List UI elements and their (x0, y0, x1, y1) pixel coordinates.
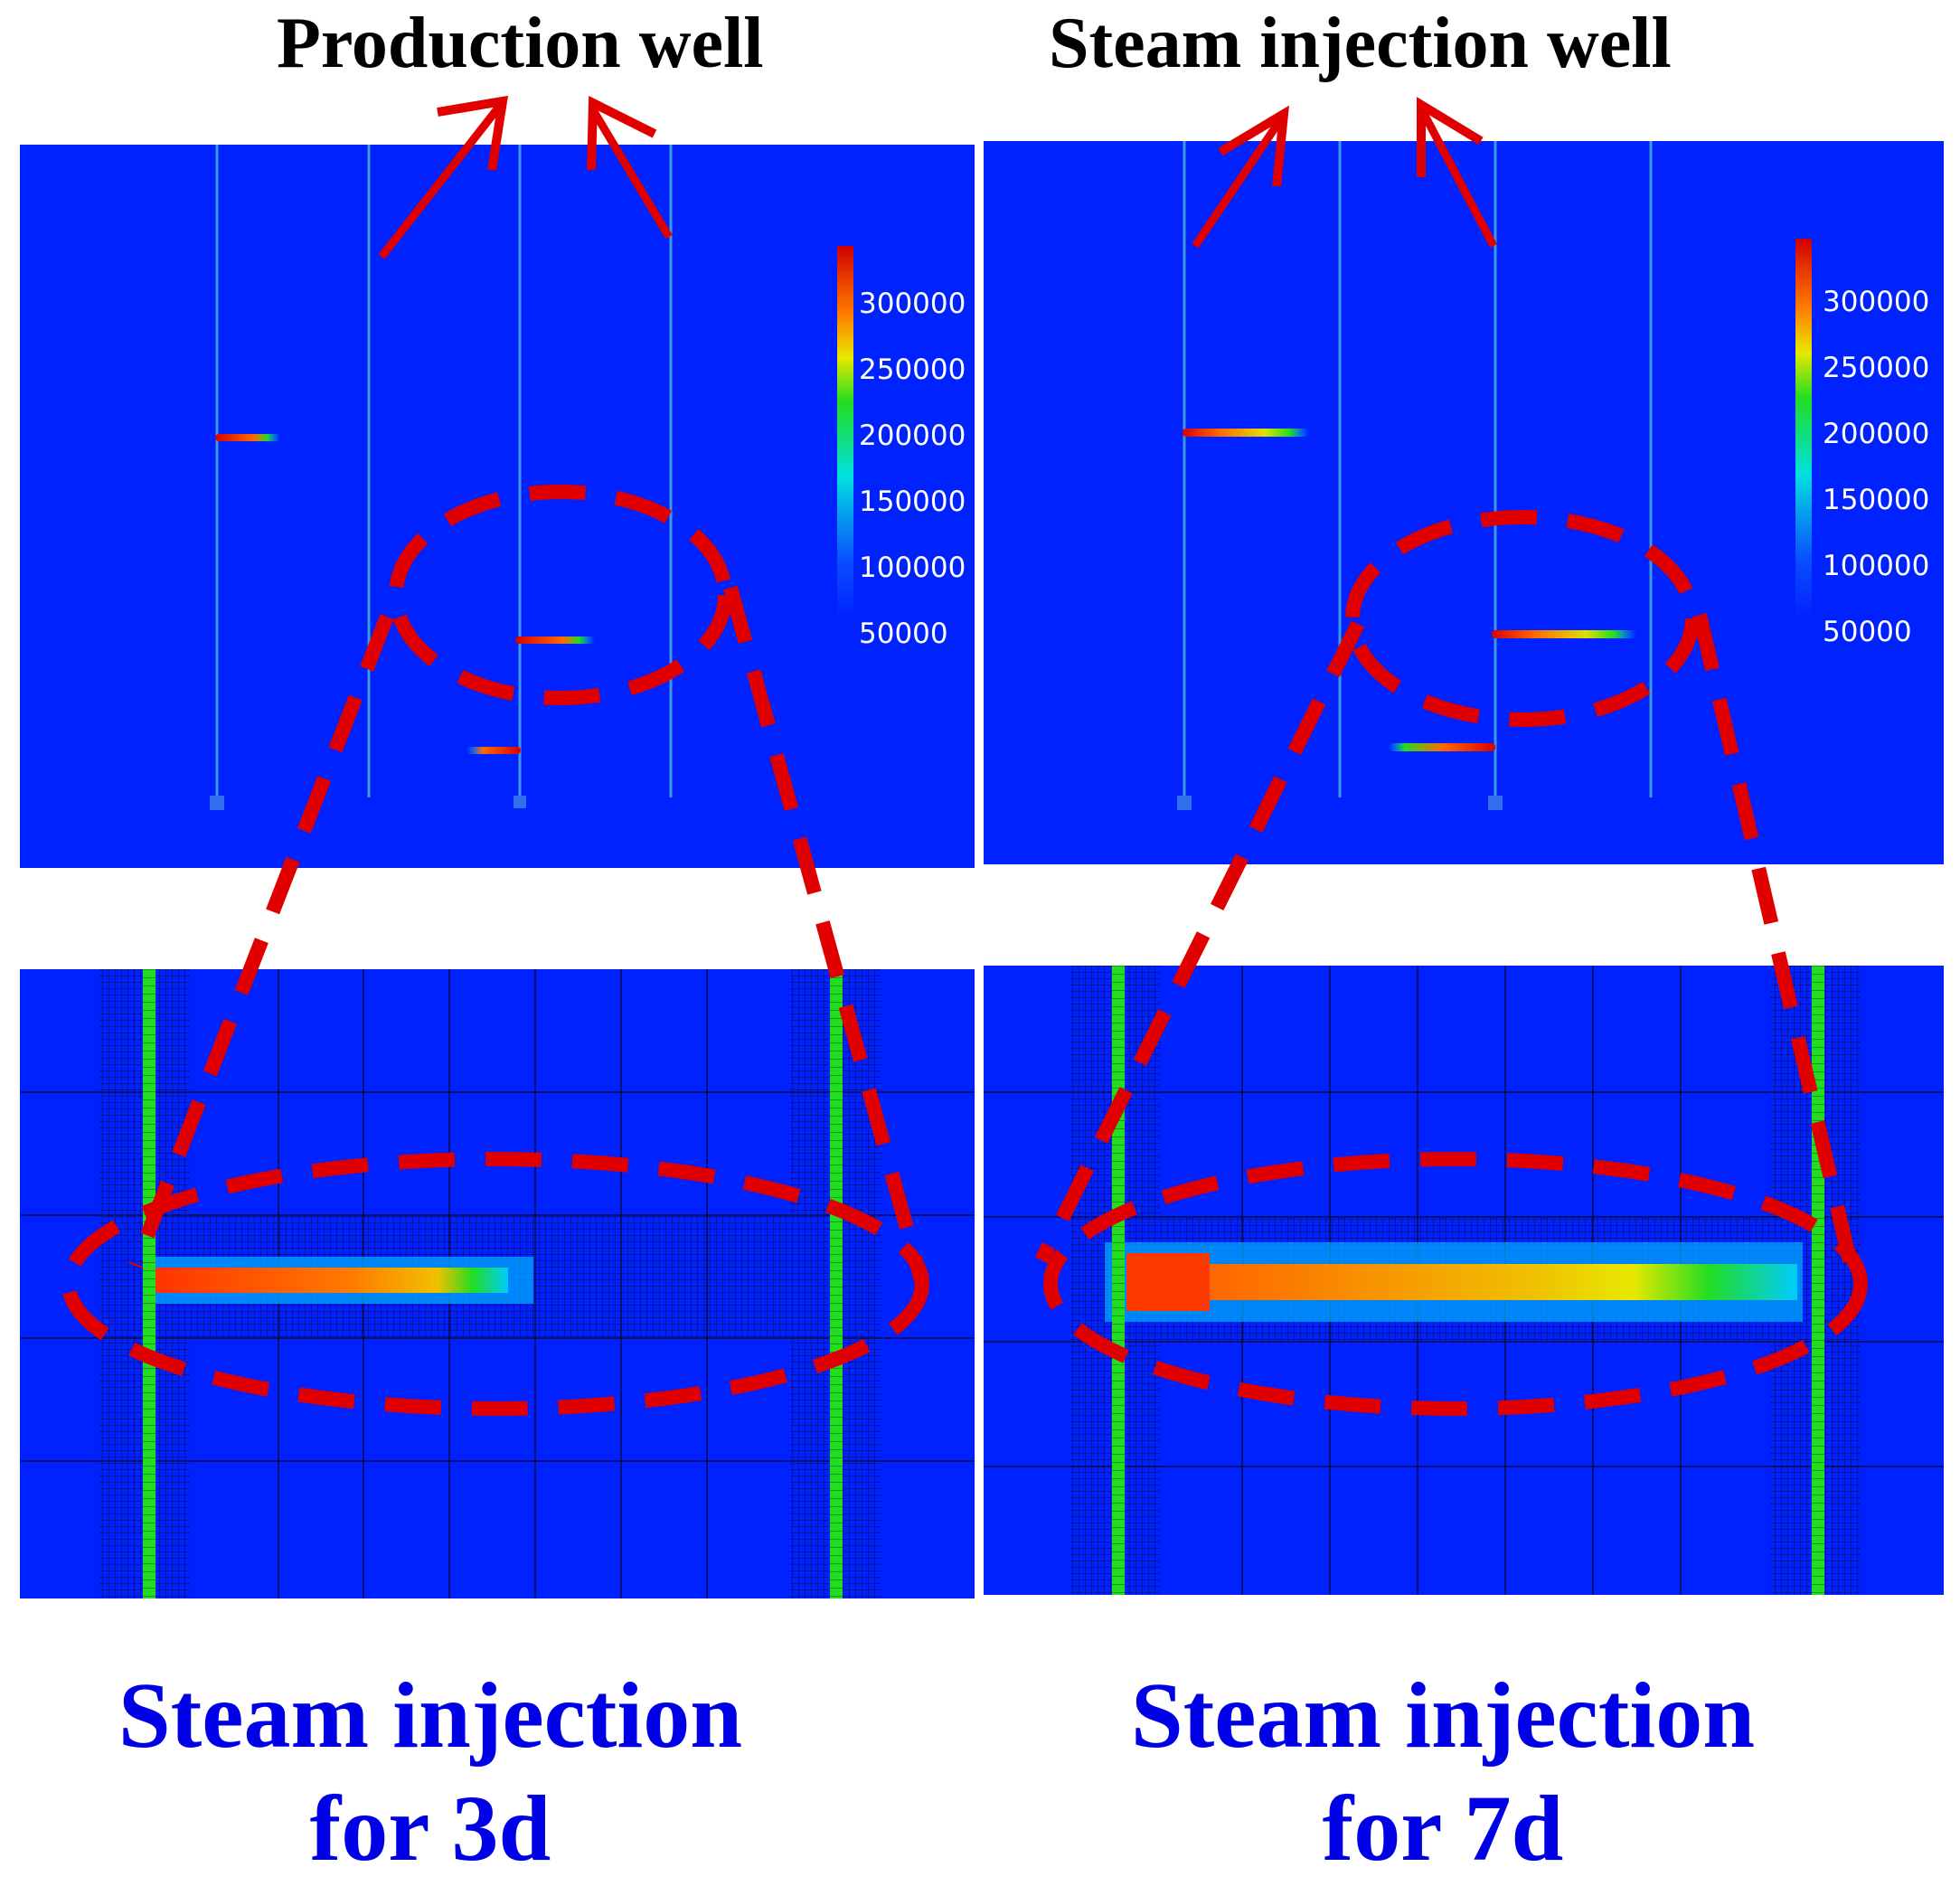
overview-panel-7d: 300000 250000 200000 150000 100000 50000 (984, 141, 1944, 864)
zoom-line (1034, 620, 1365, 1264)
caption-line: for 3d (309, 1776, 551, 1881)
tick-label: 250000 (859, 354, 966, 386)
region-highlight (1345, 510, 1700, 727)
region-highlight (1043, 1152, 1868, 1416)
steam-chamber-core (1126, 1253, 1210, 1311)
overview-panel-3d: 300000 250000 200000 150000 100000 50000 (20, 145, 975, 868)
tick-label: 150000 (1823, 484, 1930, 516)
caption-line: for 7d (1322, 1776, 1564, 1881)
tick-label: 150000 (859, 486, 966, 518)
region-highlight (61, 1152, 929, 1416)
region-highlight (389, 485, 732, 705)
arrow-head (587, 96, 657, 171)
arrow-line (589, 106, 673, 240)
color-bar-ticks: 300000 250000 200000 150000 100000 50000 (859, 271, 966, 667)
overview-field-3d (210, 145, 673, 810)
caption-line: Steam injection (118, 1664, 743, 1768)
wellhead-marker (514, 796, 526, 808)
tick-label: 250000 (1823, 352, 1930, 384)
arrow-line (378, 104, 503, 259)
arrow-head (1218, 105, 1289, 187)
color-bar (837, 246, 853, 618)
zoom-line (128, 614, 394, 1268)
arrow-head (1417, 97, 1484, 177)
wellhead-marker (210, 796, 224, 810)
overview-field-7d (1177, 141, 1653, 810)
caption-line: Steam injection (1130, 1664, 1756, 1768)
steam-front (466, 747, 521, 754)
color-bar-ticks: 300000 250000 200000 150000 100000 50000 (1823, 269, 1929, 665)
well-lines (1183, 141, 1653, 797)
steam-front (515, 637, 595, 644)
tick-label: 300000 (859, 288, 966, 320)
steam-chamber (1210, 1264, 1797, 1300)
well-pointer-arrows (378, 95, 1497, 259)
steam-front (1183, 429, 1309, 437)
wellhead-marker (1488, 796, 1503, 810)
wellhead-marker (1177, 796, 1192, 810)
zoom-panel-3d (20, 969, 975, 1598)
zoom-line (723, 585, 929, 1287)
tick-label: 200000 (859, 420, 966, 452)
arrow-head (437, 95, 509, 171)
production-well (830, 969, 843, 1598)
steam-front (1389, 743, 1495, 751)
injection-well (143, 969, 155, 1598)
production-well-label: Production well (277, 4, 764, 83)
tick-label: 100000 (1823, 550, 1930, 582)
well-lines (215, 145, 673, 797)
tick-label: 50000 (859, 618, 948, 650)
color-bar (1795, 239, 1812, 618)
tick-label: 50000 (1823, 616, 1912, 648)
steam-front (215, 434, 280, 441)
steam-front (1492, 630, 1636, 638)
tick-label: 100000 (859, 552, 966, 584)
arrow-line (1192, 115, 1286, 249)
zoom-field-3d (20, 969, 975, 1598)
arrow-line (1418, 106, 1497, 249)
steam-injection-well-label: Steam injection well (1049, 4, 1672, 83)
zoom-callouts (61, 485, 1868, 1416)
zoom-line (1692, 613, 1862, 1286)
tick-label: 200000 (1823, 418, 1930, 450)
caption-7d: Steam injection for 7d (1032, 1660, 1853, 1886)
tick-label: 300000 (1823, 286, 1930, 318)
caption-3d: Steam injection for 3d (20, 1660, 841, 1886)
zoom-panel-7d (984, 966, 1944, 1595)
steam-chamber (155, 1268, 508, 1293)
